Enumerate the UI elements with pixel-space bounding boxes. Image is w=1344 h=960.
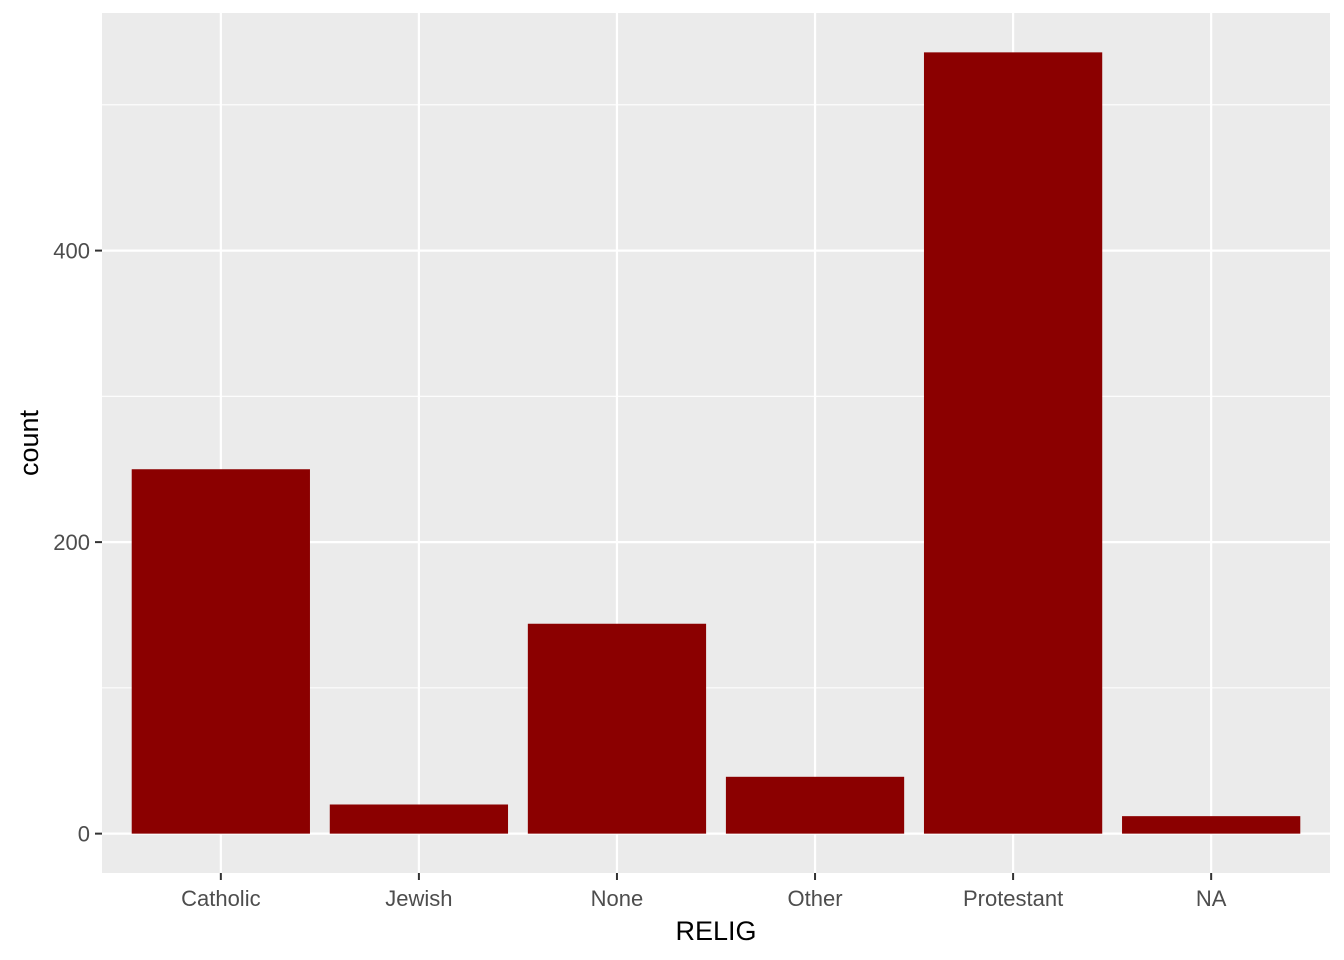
bar [329,804,509,834]
bar [923,52,1103,834]
bar [527,623,707,834]
bars [131,52,1301,834]
x-tick-label: Protestant [963,886,1063,911]
bar [725,776,905,834]
y-axis-title: count [14,409,44,476]
y-tick-label: 200 [53,530,90,555]
x-axis: Catholic Jewish None Other Protestant NA [181,873,1227,911]
x-tick-label: Jewish [385,886,452,911]
x-tick-label: NA [1196,886,1227,911]
x-tick-label: Catholic [181,886,260,911]
y-axis: 0 200 400 [53,239,102,847]
bar [1122,816,1301,834]
x-tick-label: None [591,886,644,911]
bar [131,469,310,834]
y-tick-label: 400 [53,239,90,264]
y-tick-label: 0 [78,822,90,847]
x-tick-label: Other [788,886,843,911]
x-axis-title: RELIG [675,916,756,946]
